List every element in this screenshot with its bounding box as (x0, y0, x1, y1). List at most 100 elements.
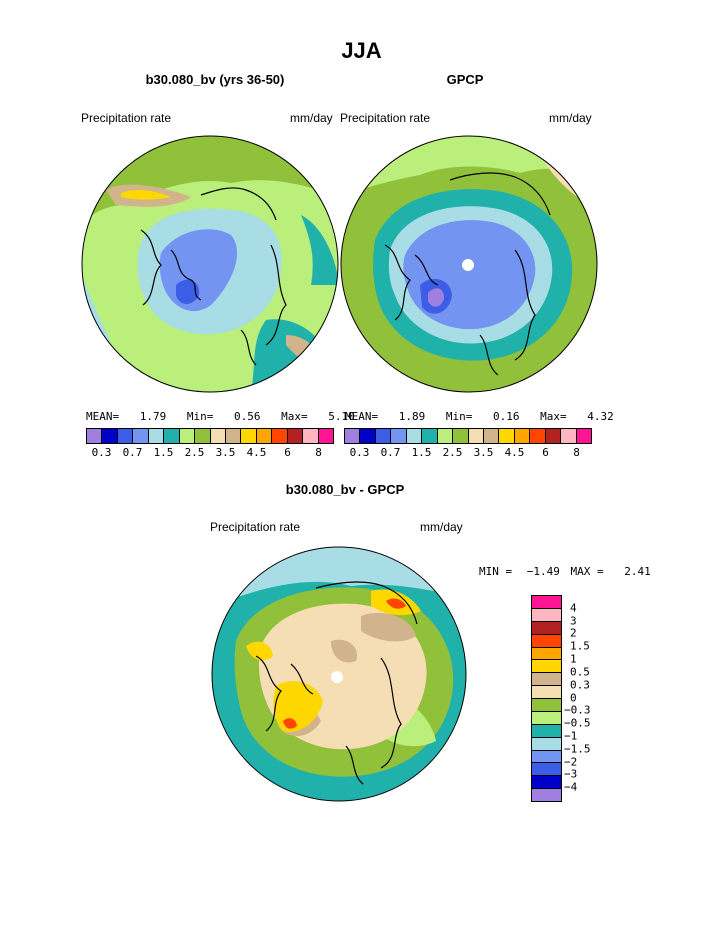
right-colorbar-tick-label: 0.3 (349, 446, 370, 459)
left-max-value: 5.10 (328, 410, 355, 423)
left-mean-value: 1.79 (139, 410, 167, 423)
right-colorbar-tick-label: 4.5 (504, 446, 525, 459)
left-colorbar-swatch (241, 429, 257, 443)
diff-max-label: MAX = (570, 565, 604, 578)
diff-colorbar-swatch (532, 737, 561, 751)
diff-colorbar-tick-label: 2 (570, 626, 577, 640)
diff-colorbar-swatch (532, 776, 561, 790)
diff-colorbar-tick-label: 3 (570, 614, 577, 628)
diff-colorbar-swatch (532, 699, 561, 712)
diff-panel-variable-label: Precipitation rate (210, 520, 301, 534)
left-colorbar-swatch (164, 429, 180, 443)
diff-colorbar-swatch (532, 711, 561, 725)
right-colorbar-swatch (345, 429, 361, 443)
left-colorbar-swatch (287, 429, 304, 443)
left-colorbar-swatch (256, 429, 273, 443)
diff-colorbar-swatch (532, 789, 561, 801)
left-min-value: 0.56 (234, 410, 261, 423)
left-colorbar-swatch (303, 429, 319, 443)
page-title: JJA (341, 38, 382, 63)
right-max-value: 4.32 (587, 410, 614, 423)
diff-max-value: 2.41 (624, 565, 651, 578)
left-map-coastline-north-america (140, 229, 202, 306)
right-panel-variable-label: Precipitation rate (340, 111, 431, 125)
right-colorbar-tick-label: 1.5 (411, 446, 432, 459)
diff-colorbar-tick-label: −0.5 (564, 716, 591, 730)
left-max-label: Max= (281, 410, 308, 423)
right-map-pole-marker (462, 259, 474, 271)
right-polar-map (340, 135, 598, 393)
diff-colorbar-swatch (532, 596, 561, 609)
diff-colorbar-tick-label: −0.3 (564, 703, 591, 717)
left-colorbar-swatch (179, 429, 196, 443)
diff-colorbar-swatch (532, 673, 561, 687)
left-colorbar-swatch (272, 429, 288, 443)
right-colorbar-tick-label: 3.5 (473, 446, 494, 459)
diff-panel-units-label: mm/day (420, 520, 463, 534)
left-panel-title: b30.080_bv (yrs 36-50) (145, 72, 285, 87)
left-map-region-east-side (301, 215, 338, 285)
right-colorbar-swatch (483, 429, 500, 443)
left-colorbar-swatch (318, 429, 333, 443)
diff-colorbar-swatch (532, 660, 561, 674)
diff-colorbar (531, 595, 562, 802)
right-colorbar-swatch (422, 429, 438, 443)
left-colorbar-tick-label: 1.5 (153, 446, 174, 459)
diff-colorbar-swatch (532, 647, 561, 661)
right-colorbar-swatch (453, 429, 469, 443)
diff-stats: MIN = −1.49 MAX = 2.41 (479, 565, 651, 578)
left-colorbar-tick-label: 0.3 (91, 446, 112, 459)
left-colorbar-swatch (117, 429, 134, 443)
diff-colorbar-swatch (532, 686, 561, 699)
diff-colorbar-swatch (532, 608, 561, 622)
left-panel-variable-label: Precipitation rate (81, 111, 172, 125)
right-map-region-greenland-core (428, 288, 445, 307)
right-colorbar-swatch (406, 429, 423, 443)
left-colorbar-swatch (195, 429, 211, 443)
diff-colorbar-tick-label: 1.5 (570, 639, 590, 653)
right-mean-value: 1.89 (398, 410, 426, 423)
right-colorbar-swatch (545, 429, 562, 443)
left-colorbar-tick-label: 2.5 (184, 446, 205, 459)
diff-colorbar-tick-label: −3 (564, 767, 578, 781)
diff-colorbar-swatch (532, 724, 561, 738)
diff-colorbar-swatch (532, 750, 561, 764)
left-polar-map (81, 135, 339, 393)
left-stats: MEAN= 1.79 Min= 0.56 Max= 5.10 (86, 410, 355, 423)
right-colorbar-swatch (499, 429, 515, 443)
left-map-region-arctic-core (176, 279, 200, 304)
diff-colorbar-tick-label: −1 (564, 729, 578, 743)
diff-colorbar-tick-label: −1.5 (564, 742, 591, 756)
diff-colorbar-swatch (532, 634, 561, 648)
diff-map-pole-marker (331, 671, 343, 683)
left-colorbar-tick-label: 3.5 (215, 446, 236, 459)
diff-colorbar-swatch (532, 621, 561, 635)
left-colorbar-tick-label: 6 (284, 446, 291, 459)
right-min-value: 0.16 (493, 410, 520, 423)
right-colorbar-tick-label: 0.7 (380, 446, 401, 459)
right-colorbar-swatch (437, 429, 454, 443)
right-colorbar-swatch (530, 429, 546, 443)
diff-colorbar-ticks: 4 3 2 1.5 1 0.5 0.3 0 −0.3 −0.5 −1 −1.5 −2 −3 −4 (564, 595, 614, 800)
left-colorbar-tick-label: 8 (315, 446, 322, 459)
left-colorbar-swatch (133, 429, 149, 443)
right-colorbar-ticks: 0.3 0.7 1.5 2.5 3.5 4.5 6 8 (344, 446, 592, 460)
diff-colorbar-tick-label: 0.5 (570, 665, 590, 679)
left-panel-units-label: mm/day (290, 111, 333, 125)
diff-map-coastline-north-america (255, 655, 314, 732)
diff-colorbar-tick-label: −2 (564, 755, 578, 769)
left-map-region-northern-band (82, 136, 338, 225)
left-map-region-pacific-core (121, 190, 171, 200)
right-colorbar-swatch (576, 429, 591, 443)
right-colorbar-tick-label: 8 (573, 446, 580, 459)
right-mean-label: MEAN= (345, 410, 379, 423)
left-map-coastline-eurasia (200, 187, 287, 366)
diff-colorbar-tick-label: 0.3 (570, 678, 590, 692)
diff-polar-map (211, 546, 467, 802)
right-colorbar-tick-label: 6 (542, 446, 549, 459)
right-colorbar-swatch (375, 429, 392, 443)
right-panel-units-label: mm/day (549, 111, 592, 125)
diff-map-coastline-eurasia (315, 581, 418, 785)
right-colorbar-swatch (514, 429, 531, 443)
left-colorbar-swatch (225, 429, 242, 443)
